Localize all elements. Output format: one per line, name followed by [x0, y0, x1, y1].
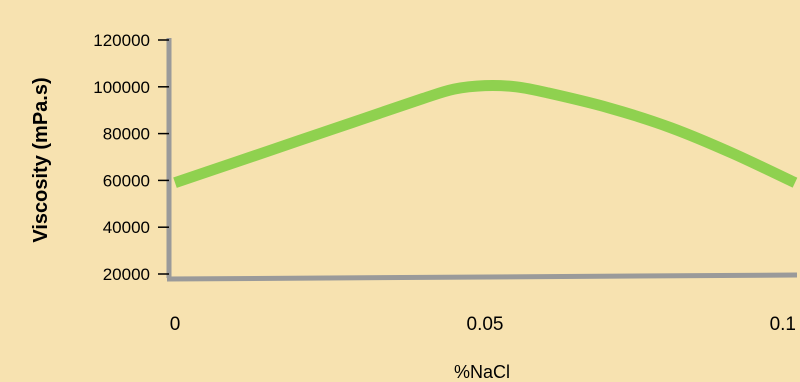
- x-tick-label: 0: [170, 314, 181, 335]
- y-tick-label: 100000: [93, 78, 150, 97]
- x-axis-line: [166, 272, 798, 282]
- y-tick-label: 80000: [103, 125, 150, 144]
- x-tick-label: 0.05: [467, 314, 504, 335]
- x-axis-title: %NaCl: [454, 362, 510, 382]
- y-tick-label: 40000: [103, 218, 150, 237]
- y-tick-label: 120000: [93, 31, 150, 50]
- y-axis-title: Viscosity (mPa.s): [30, 77, 52, 242]
- series-line: [173, 79, 798, 188]
- x-tick-label: 0.1: [770, 314, 796, 335]
- y-tick-label: 20000: [103, 265, 150, 284]
- y-tick-label: 60000: [103, 171, 150, 190]
